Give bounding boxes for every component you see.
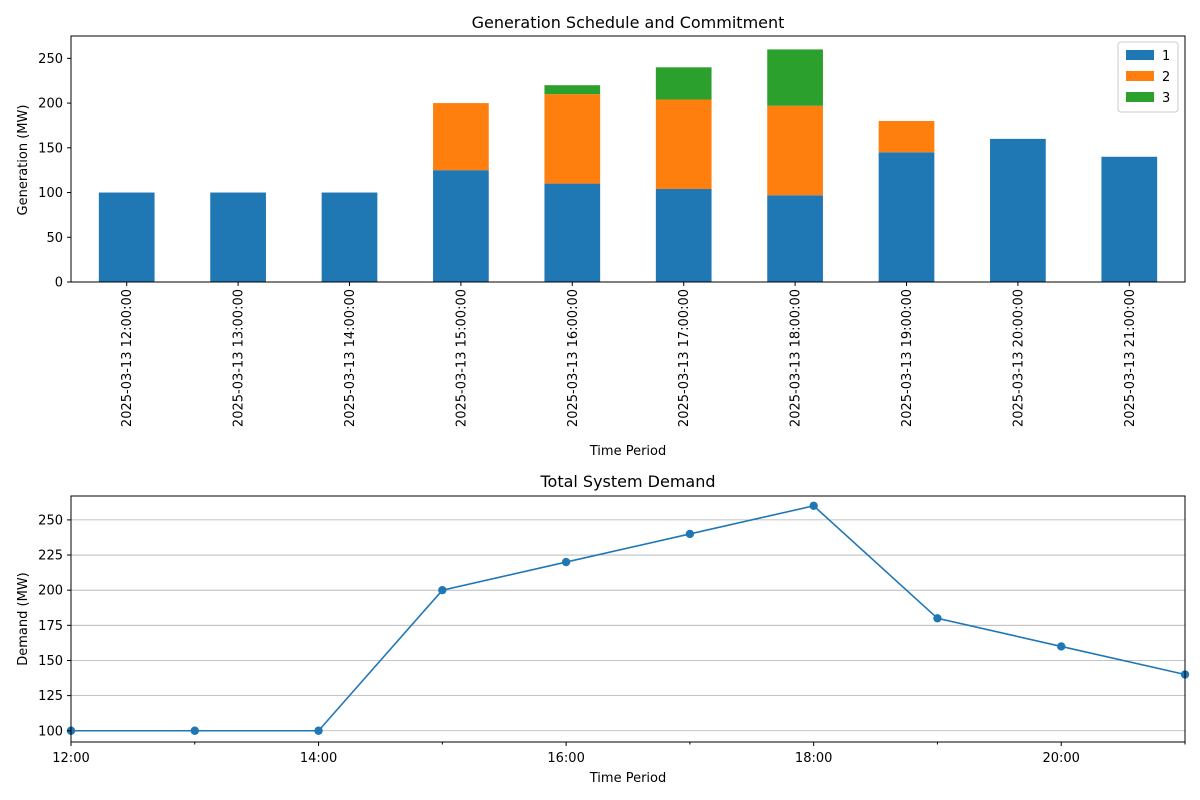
demand-line <box>71 504 1186 732</box>
line-ytick-label-175: 175 <box>38 619 63 634</box>
bar-series-1-6 <box>767 195 823 282</box>
bar-series-1-3 <box>433 170 489 282</box>
line-chart-frame <box>70 495 1186 743</box>
bar-ytick-label-150: 150 <box>38 141 63 156</box>
line-ytick-label-200: 200 <box>38 584 63 599</box>
legend-swatch-2 <box>1126 71 1154 81</box>
bar-series-1-9 <box>1101 156 1158 282</box>
bar-series-1-5 <box>655 188 712 282</box>
bar-xtick-label-4: 2025-03-13 16:00:00 <box>566 289 581 427</box>
line-chart-series <box>66 501 1190 735</box>
legend-label-2: 2 <box>1162 70 1170 85</box>
bar-xtick-label-7: 2025-03-13 19:00:00 <box>900 289 915 427</box>
bar-series-3-4 <box>544 85 601 95</box>
demand-chart-xlabel: Time Period <box>589 771 666 786</box>
line-ytick-label-125: 125 <box>38 689 63 704</box>
generation-chart-ylabel: Generation (MW) <box>16 105 31 216</box>
bar-series-1-0 <box>98 192 155 282</box>
demand-point-3 <box>438 585 447 595</box>
generation-chart-legend: 1 2 3 <box>1117 41 1179 113</box>
line-xtick-label-6: 18:00 <box>795 751 832 766</box>
bar-series-1-7 <box>878 152 935 282</box>
bar-xtick-label-5: 2025-03-13 17:00:00 <box>677 289 692 427</box>
demand-chart-title: Total System Demand <box>539 472 715 491</box>
generation-chart: Generation Schedule and Commitment 0 50 10… <box>16 13 1186 459</box>
bar-ytick-label-250: 250 <box>38 52 63 67</box>
legend-label-1: 1 <box>1162 49 1170 64</box>
demand-chart-ylabel: Demand (MW) <box>16 572 31 665</box>
bar-chart-axes: 0 50 100 150 200 250 2025-03-13 12:00:00 2025-0… <box>38 35 1186 427</box>
bar-series-2-4 <box>544 94 601 184</box>
demand-point-1 <box>190 726 199 735</box>
bar-xtick-label-1: 2025-03-13 13:00:00 <box>232 289 247 427</box>
demand-point-5 <box>685 529 695 539</box>
bar-series-1-1 <box>210 192 266 282</box>
bar-xtick-label-3: 2025-03-13 15:00:00 <box>454 289 469 427</box>
line-ytick-label-100: 100 <box>38 724 63 739</box>
bar-chart-frame <box>70 35 1186 283</box>
generation-chart-title: Generation Schedule and Commitment <box>472 13 785 32</box>
line-xtick-label-8: 20:00 <box>1042 751 1079 766</box>
bar-ytick-label-50: 50 <box>46 231 63 246</box>
line-xtick-label-2: 14:00 <box>300 751 337 766</box>
demand-point-4 <box>561 557 571 567</box>
bar-xtick-label-8: 2025-03-13 20:00:00 <box>1011 289 1026 427</box>
bar-series-1-2 <box>321 192 378 282</box>
demand-point-8 <box>1057 642 1066 651</box>
legend-swatch-1 <box>1126 50 1154 60</box>
legend-label-3: 3 <box>1162 91 1170 106</box>
line-xtick-label-0: 12:00 <box>52 751 89 766</box>
bar-xtick-label-2: 2025-03-13 14:00:00 <box>343 289 358 427</box>
bar-chart-bars <box>98 49 1158 282</box>
demand-point-7 <box>933 614 942 623</box>
bar-series-2-5 <box>655 99 712 189</box>
bar-series-3-5 <box>655 67 712 100</box>
bar-xtick-label-0: 2025-03-13 12:00:00 <box>120 289 135 427</box>
bar-series-1-4 <box>544 183 601 282</box>
bar-series-1-8 <box>990 138 1046 282</box>
bar-series-2-7 <box>878 120 935 153</box>
line-xtick-label-4: 16:00 <box>547 751 584 766</box>
bar-ytick-label-200: 200 <box>38 97 63 112</box>
legend-swatch-3 <box>1126 92 1154 102</box>
bar-ytick-label-0: 0 <box>55 276 63 291</box>
bar-series-2-6 <box>767 105 823 196</box>
demand-chart: Total System Demand 100 125 150 175 200 225 25… <box>16 472 1190 786</box>
bar-xtick-label-9: 2025-03-13 21:00:00 <box>1123 289 1138 427</box>
bar-xtick-label-6: 2025-03-13 18:00:00 <box>789 289 804 427</box>
line-chart-axes: 100 125 150 175 200 225 250 12:00 14:00 16:00 18:0… <box>38 495 1186 766</box>
demand-point-6 <box>809 501 818 511</box>
bar-series-2-3 <box>433 103 489 171</box>
bar-ytick-label-100: 100 <box>38 186 63 201</box>
line-ytick-label-250: 250 <box>38 513 63 528</box>
generation-chart-xlabel: Time Period <box>589 444 666 459</box>
line-chart-grid <box>71 519 1185 732</box>
demand-point-2 <box>314 726 323 735</box>
line-ytick-label-150: 150 <box>38 654 63 669</box>
bar-series-3-6 <box>767 49 823 106</box>
line-ytick-label-225: 225 <box>38 549 63 564</box>
